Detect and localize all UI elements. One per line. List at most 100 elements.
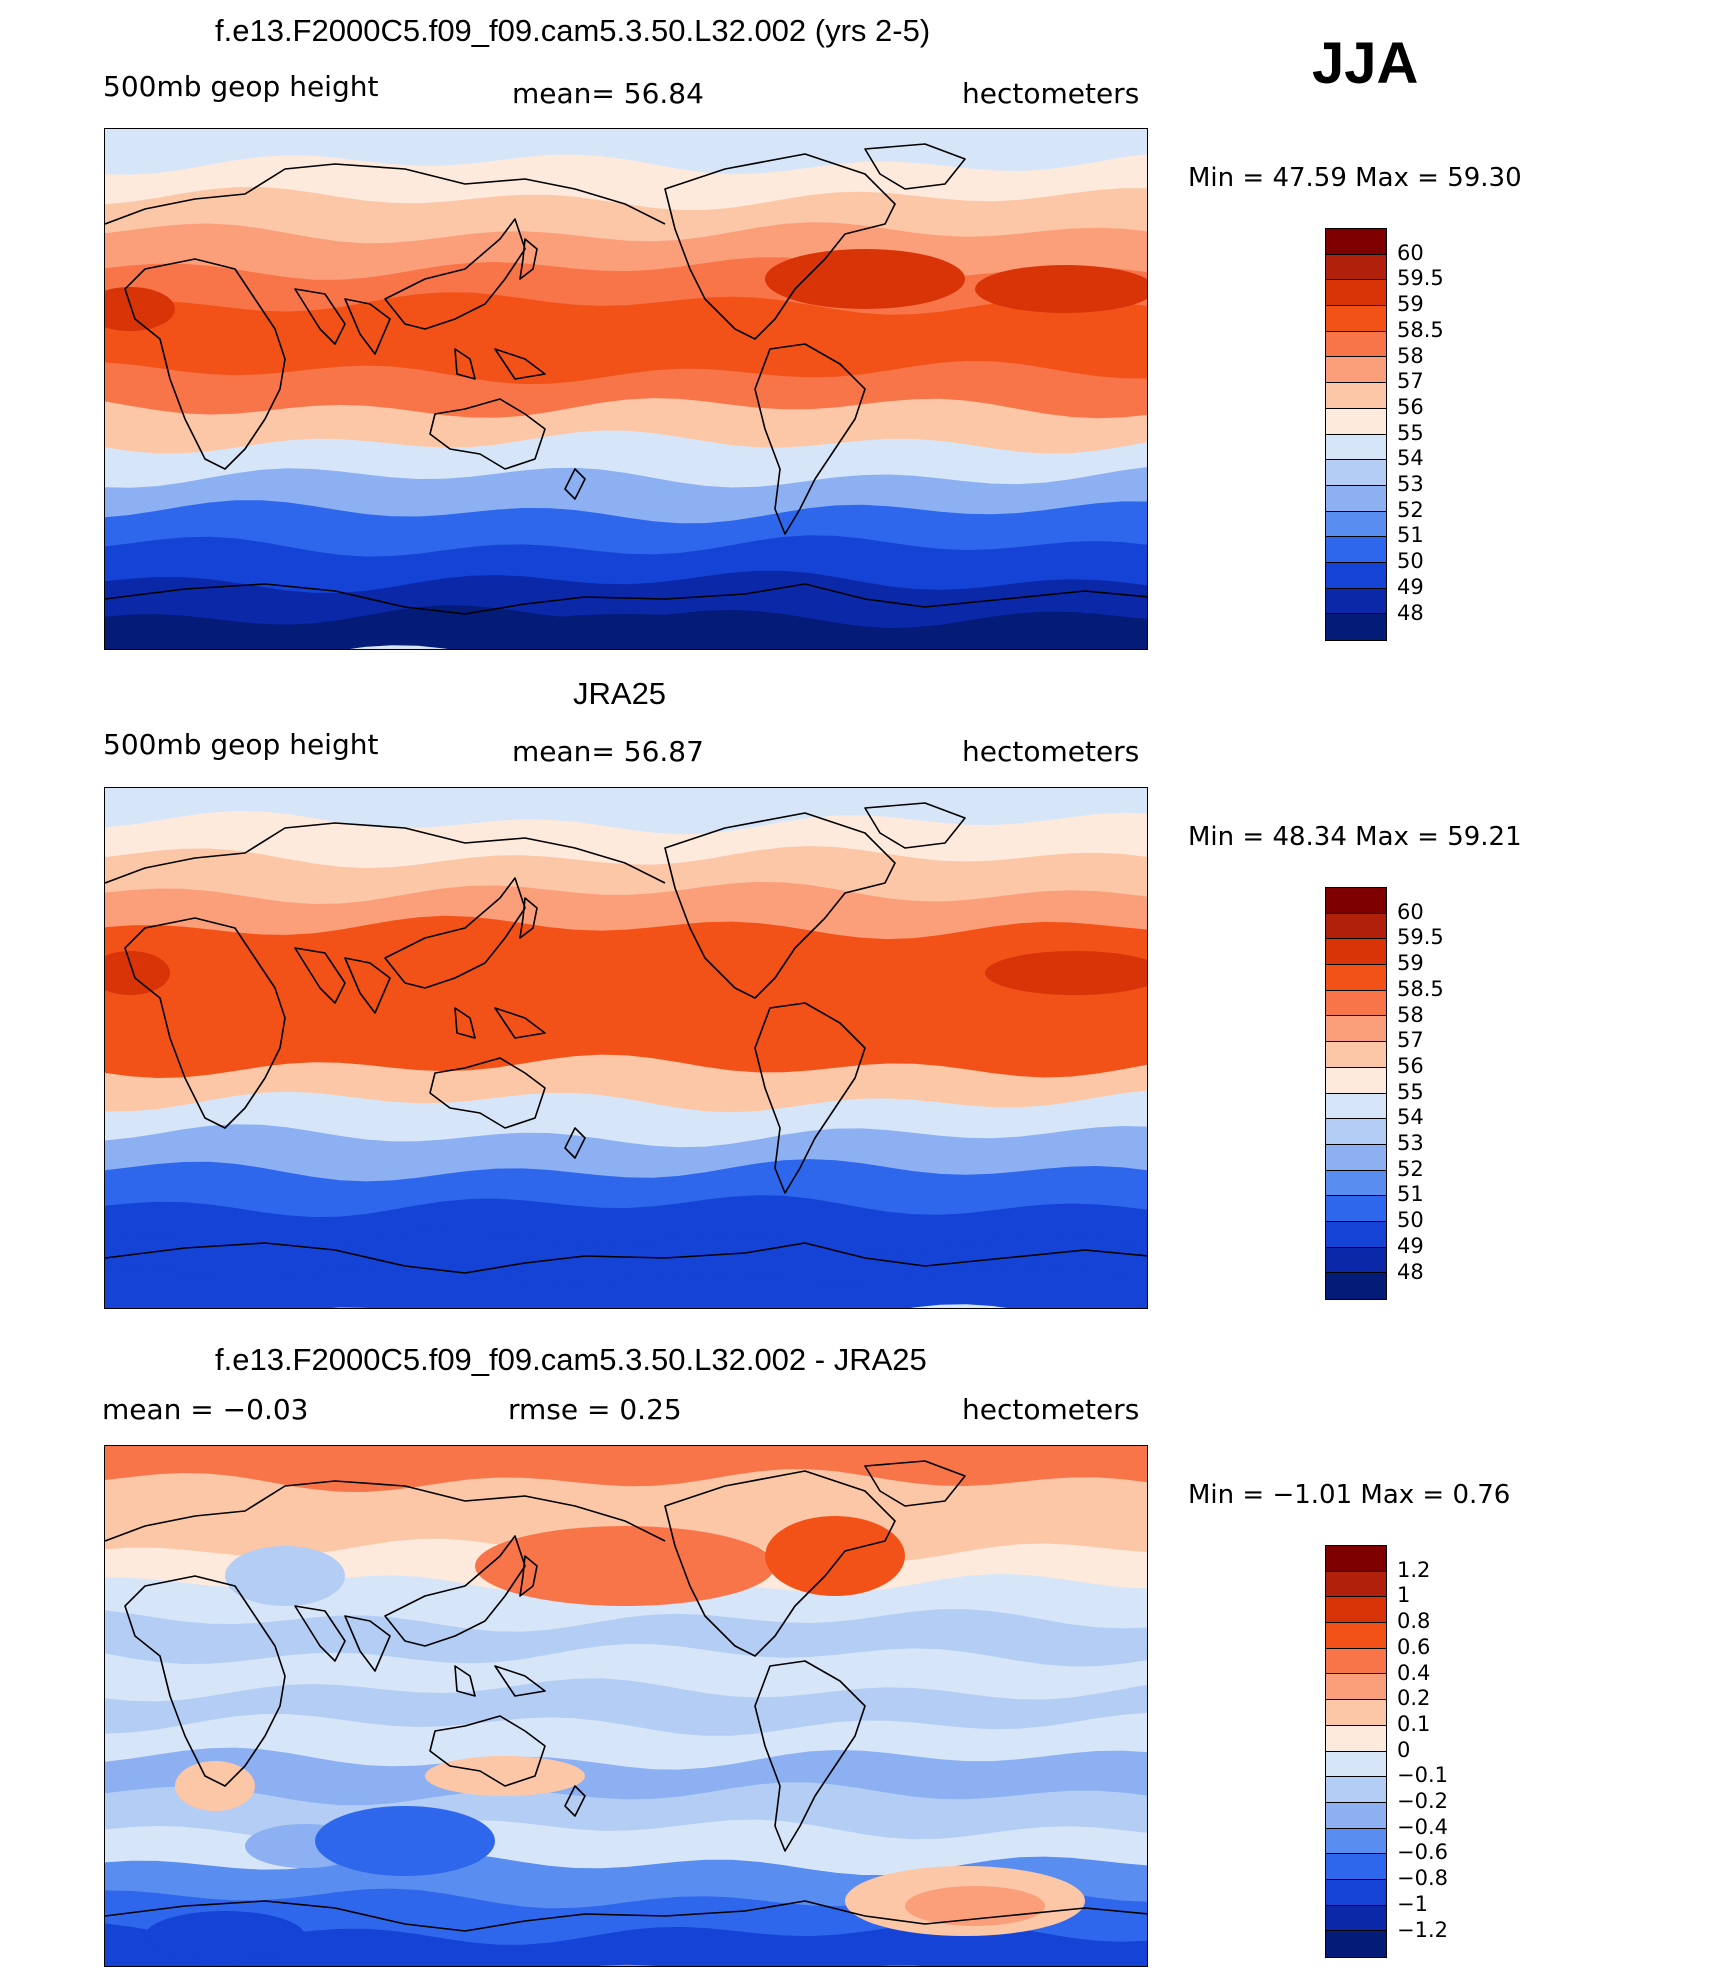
colorbar-swatch: [1326, 511, 1386, 538]
coastline: [454, 238, 546, 380]
map-diff: [104, 1445, 1148, 1967]
colorbar-tick-label: 57: [1397, 369, 1424, 394]
colorbar-tick-label: 48: [1397, 600, 1424, 625]
coastline: [664, 812, 896, 999]
field-anomaly: [105, 287, 175, 331]
coastline: [384, 218, 526, 330]
field-anomaly: [495, 614, 755, 649]
field-anomaly: [765, 1516, 905, 1596]
colorbar-tick-label: 59: [1397, 951, 1424, 976]
colorbar-tick-label: 60: [1397, 899, 1424, 924]
field-anomaly: [905, 1886, 1045, 1926]
colorbar-swatch: [1326, 1093, 1386, 1120]
colorbar-swatch: [1326, 614, 1386, 640]
colorbar-swatch: [1326, 460, 1386, 486]
colorbar-tick-label: 55: [1397, 420, 1424, 445]
field-anomaly: [225, 1546, 345, 1606]
colorbar-tick-label: 58.5: [1397, 317, 1444, 342]
field-band: [105, 1159, 1147, 1224]
colorbar-tick-label: 48: [1397, 1259, 1424, 1284]
coastline: [564, 1127, 586, 1159]
colorbar-tick-label: 57: [1397, 1028, 1424, 1053]
colorbar-swatch: [1326, 434, 1386, 461]
colorbar-swatch: [1326, 1067, 1386, 1094]
field-anomaly: [105, 951, 170, 995]
map-field-obs: [105, 788, 1147, 1308]
coastline: [754, 1660, 866, 1852]
field-band: [105, 1469, 1147, 1534]
colorbar-swatch: [1326, 1597, 1386, 1624]
coastline: [294, 1605, 391, 1672]
colorbar-tick-label: 50: [1397, 549, 1424, 574]
panel-rmse-label-diff: rmse = 0.25: [508, 1393, 682, 1426]
colorbar-swatch: [1326, 1931, 1386, 1957]
panel-left-label-diff: mean = −0.03: [102, 1393, 309, 1426]
colorbar-tick-label: 0: [1397, 1737, 1411, 1762]
colorbar-tick-label: 59: [1397, 292, 1424, 317]
panel-left-label-model: 500mb geop height: [103, 70, 379, 103]
colorbar-tick-label: 0.8: [1397, 1609, 1431, 1634]
map-field-diff: [105, 1446, 1147, 1966]
colorbar-tick-label: 56: [1397, 394, 1424, 419]
colorbar-tick-label: 1.2: [1397, 1557, 1431, 1582]
coastline: [384, 1535, 526, 1647]
colorbar-swatch: [1326, 1674, 1386, 1701]
coastline: [384, 877, 526, 989]
coastline: [105, 822, 666, 884]
colorbar-tick-label: −0.6: [1397, 1840, 1448, 1865]
colorbar-tick-label: 53: [1397, 472, 1424, 496]
colorbar-tick-label: 55: [1397, 1079, 1424, 1104]
colorbar-tick-label: 51: [1397, 1182, 1424, 1207]
colorbar-diff: [1325, 1545, 1387, 1958]
colorbar-swatch: [1326, 357, 1386, 384]
colorbar-tick-label: 56: [1397, 1053, 1424, 1078]
coastline: [294, 947, 391, 1014]
colorbar-model: [1325, 228, 1387, 641]
coastline: [864, 802, 966, 849]
coastline: [124, 917, 286, 1129]
minmax-model: Min = 47.59 Max = 59.30: [1188, 163, 1522, 193]
colorbar-swatch: [1326, 254, 1386, 281]
colorbar-tick-label: 60: [1397, 240, 1424, 265]
colorbar-tick-label: 53: [1397, 1131, 1424, 1155]
field-anomaly: [315, 1806, 495, 1876]
colorbar-swatch: [1326, 485, 1386, 512]
panel-title-obs: JRA25: [573, 676, 667, 711]
field-anomaly: [975, 265, 1147, 313]
coastline: [429, 1715, 546, 1787]
colorbar-tick-label: 54: [1397, 1105, 1424, 1130]
colorbar-swatch: [1326, 1196, 1386, 1222]
colorbar-swatch: [1326, 1751, 1386, 1778]
colorbar-swatch: [1326, 990, 1386, 1017]
coastline: [564, 468, 586, 500]
coastline: [124, 1575, 286, 1787]
colorbar-tick-label: −0.1: [1397, 1763, 1448, 1788]
colorbar-swatch: [1326, 1144, 1386, 1171]
field-band: [105, 846, 1147, 911]
panel-mean-label-obs: mean= 56.87: [512, 735, 704, 768]
map-field-model: [105, 129, 1147, 649]
colorbar-swatch: [1326, 229, 1386, 255]
coastline: [754, 343, 866, 535]
colorbar-tick-label: 58: [1397, 343, 1424, 368]
colorbar-tick-label: 50: [1397, 1208, 1424, 1233]
field-anomaly: [425, 1756, 585, 1796]
colorbar-tick-label: 52: [1397, 1156, 1424, 1181]
colorbar-swatch: [1326, 1119, 1386, 1145]
panel-mean-label-model: mean= 56.84: [512, 77, 704, 110]
colorbar-swatch: [1326, 1879, 1386, 1906]
colorbar-swatch: [1326, 1648, 1386, 1675]
panel-title-diff: f.e13.F2000C5.f09_f09.cam5.3.50.L32.002 …: [215, 1342, 927, 1377]
colorbar-swatch: [1326, 562, 1386, 589]
colorbar-swatch: [1326, 1221, 1386, 1248]
colorbar-tick-label: 54: [1397, 446, 1424, 471]
coastline: [454, 897, 546, 1039]
colorbar-swatch: [1326, 1777, 1386, 1803]
colorbar-tick-label: 59.5: [1397, 925, 1444, 950]
panel-units-label-diff: hectometers: [962, 1393, 1140, 1426]
panel-units-label-model: hectometers: [962, 77, 1140, 110]
colorbar-obs: [1325, 887, 1387, 1300]
colorbar-tick-label: −1: [1397, 1891, 1428, 1916]
colorbar-tick-label: 0.4: [1397, 1660, 1431, 1685]
panel-left-label-obs: 500mb geop height: [103, 728, 379, 761]
